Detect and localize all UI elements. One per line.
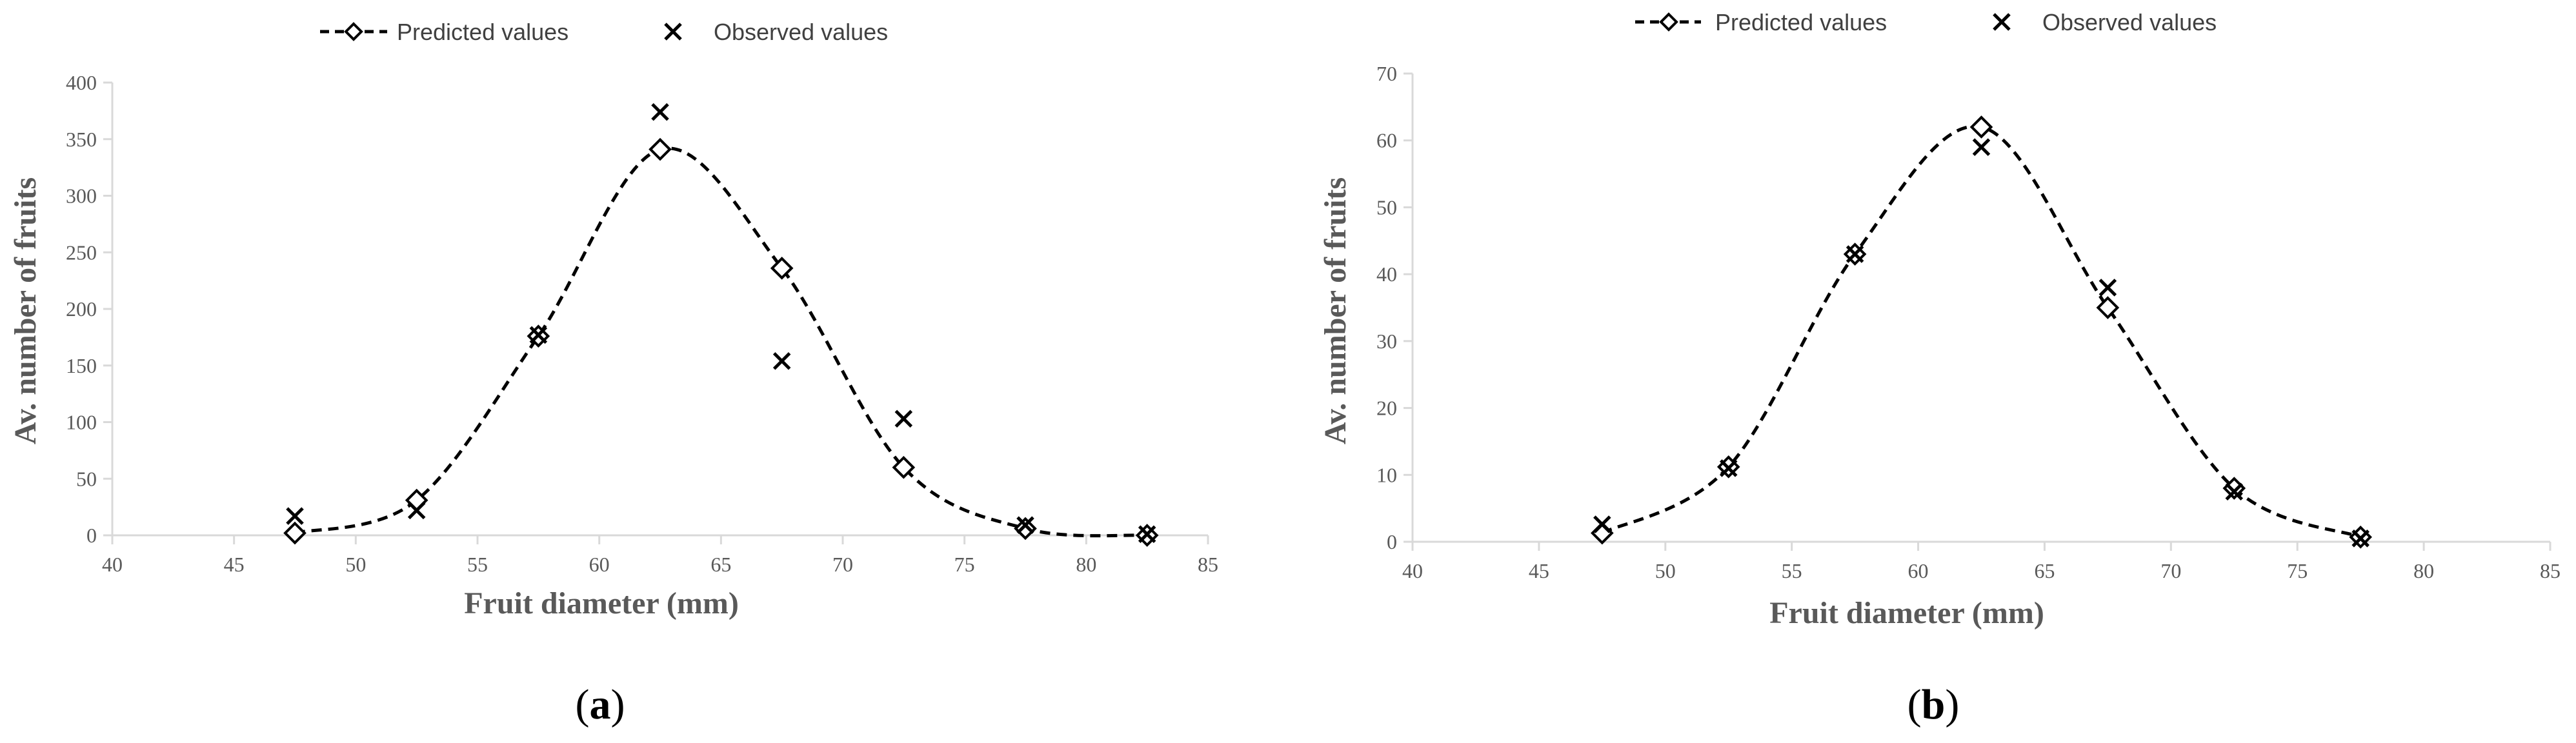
- predicted-point: [2096, 296, 2120, 319]
- observed-point: [529, 326, 548, 344]
- y-tick-label: 20: [1376, 397, 1397, 420]
- predicted-curve-line: [294, 146, 1147, 538]
- observed-point: [1016, 516, 1034, 534]
- predicted-point: [770, 256, 794, 280]
- y-tick-label: 10: [1376, 463, 1397, 486]
- predicted-curve-a: [294, 146, 1147, 538]
- x-tick-label: 70: [2160, 559, 2181, 582]
- legend-x-marker: [664, 23, 682, 41]
- observed-point: [1972, 138, 1991, 156]
- x-axis-title-a: Fruit diameter (mm): [464, 586, 739, 620]
- x-tick-label: 45: [1529, 559, 1549, 582]
- y-tick-label: 250: [66, 241, 97, 264]
- x-tick-label: 75: [954, 553, 975, 576]
- legend-observed-label: Observed values: [2042, 9, 2217, 35]
- observed-point: [2098, 279, 2117, 297]
- observed-point: [1846, 245, 1864, 263]
- y-tick-label: 60: [1376, 129, 1397, 152]
- observed-point: [1593, 515, 1611, 533]
- legend-b: Predicted values Observed values: [1635, 9, 2217, 35]
- observed-point: [2351, 530, 2370, 548]
- panel-a: Predicted values Observed values 0 50 100 1…: [8, 19, 1218, 728]
- legend-diamond-marker: [1659, 12, 1678, 32]
- panel-label-b: (b): [1907, 681, 1960, 728]
- panel-label-a: (a): [576, 681, 625, 728]
- x-tick-label: 50: [345, 553, 366, 576]
- observed-point: [286, 507, 304, 525]
- x-tick-label: 45: [224, 553, 245, 576]
- predicted-point: [283, 521, 307, 545]
- y-axis-title-a: Av. number of fruits: [8, 177, 43, 444]
- legend-observed-label: Observed values: [714, 19, 888, 45]
- legend-x-marker: [1993, 13, 2011, 31]
- y-tick-label: 300: [66, 184, 97, 208]
- x-tick-label: 40: [1402, 559, 1423, 582]
- markers-a: [283, 103, 1159, 547]
- predicted-point: [1969, 115, 1993, 139]
- x-axis-title-b: Fruit diameter (mm): [1769, 596, 2044, 630]
- predicted-point: [649, 137, 672, 161]
- axes-a: 0 50 100 150 200 250 300 350 400 40 45 50 55 60 65 70 75…: [66, 71, 1218, 576]
- x-tick-label: 65: [2034, 559, 2055, 582]
- x-tick-label: 60: [589, 553, 610, 576]
- observed-point: [2225, 482, 2244, 500]
- predicted-curve-b: [1601, 124, 2362, 539]
- x-tick-label: 65: [710, 553, 731, 576]
- x-tick-label: 75: [2287, 559, 2308, 582]
- markers-b: [1591, 115, 2372, 549]
- predicted-curve-line: [1601, 124, 2362, 539]
- y-tick-label: 100: [66, 411, 97, 434]
- x-tick-label: 55: [467, 553, 488, 576]
- x-tick-label: 85: [2540, 559, 2561, 582]
- observed-point: [1719, 459, 1738, 477]
- x-tick-label: 50: [1655, 559, 1676, 582]
- y-tick-label: 70: [1376, 62, 1397, 85]
- axes-b: 0 10 20 30 40 50 60 70 40 45 50 55 60 65 70 75 80 85: [1376, 62, 2561, 582]
- y-tick-label: 0: [1387, 530, 1397, 553]
- x-tick-label: 70: [832, 553, 853, 576]
- y-tick-label: 400: [66, 71, 97, 94]
- y-tick-label: 200: [66, 297, 97, 321]
- legend-diamond-marker: [344, 22, 363, 41]
- x-tick-label: 60: [1908, 559, 1929, 582]
- x-tick-label: 55: [1782, 559, 1802, 582]
- y-tick-label: 40: [1376, 263, 1397, 286]
- observed-point: [407, 501, 426, 520]
- predicted-point: [892, 455, 916, 479]
- observed-point: [772, 352, 791, 370]
- y-tick-label: 50: [76, 467, 97, 490]
- x-tick-label: 80: [1076, 553, 1096, 576]
- x-tick-label: 40: [102, 553, 123, 576]
- observed-point: [1138, 525, 1156, 544]
- y-tick-label: 350: [66, 128, 97, 151]
- predicted-point: [1014, 517, 1037, 540]
- panel-b: Predicted values Observed values 0 10 20 30…: [1318, 9, 2561, 728]
- legend-predicted-label: Predicted values: [1715, 9, 1887, 35]
- observed-point: [651, 103, 669, 121]
- x-tick-label: 85: [1198, 553, 1218, 576]
- y-tick-label: 30: [1376, 330, 1397, 353]
- observed-point: [894, 410, 913, 428]
- y-tick-label: 50: [1376, 195, 1397, 219]
- legend-predicted-label: Predicted values: [397, 19, 569, 45]
- y-axis-title-b: Av. number of fruits: [1318, 177, 1353, 444]
- legend-a: Predicted values Observed values: [320, 19, 888, 45]
- y-tick-label: 0: [86, 524, 97, 547]
- y-tick-label: 150: [66, 354, 97, 377]
- x-tick-label: 80: [2413, 559, 2434, 582]
